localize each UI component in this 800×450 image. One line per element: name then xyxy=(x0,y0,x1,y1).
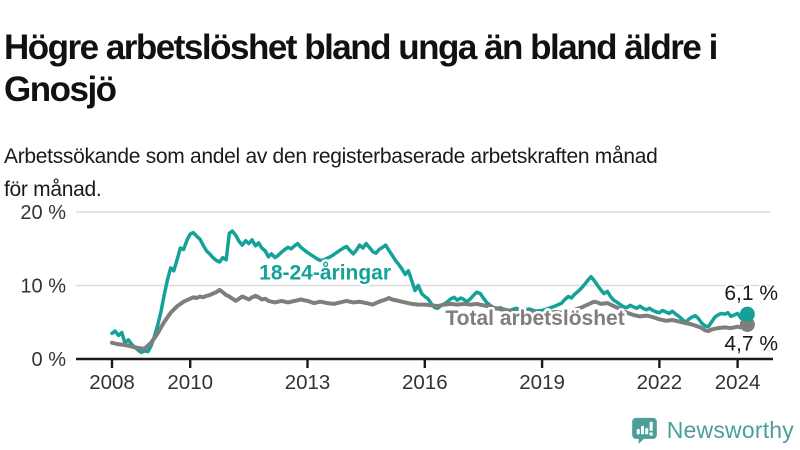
x-tick-label: 2019 xyxy=(519,371,565,394)
x-tick-label: 2022 xyxy=(637,371,683,394)
y-tick-label: 0 % xyxy=(32,349,67,371)
x-tick-label: 2024 xyxy=(715,371,761,394)
series-line-young xyxy=(110,229,750,355)
series-line-total xyxy=(110,287,750,351)
series-end-dot-young xyxy=(739,306,755,322)
newsworthy-speech-bubble-bar-chart-icon xyxy=(631,417,657,445)
series-label-total: Total arbetslöshet xyxy=(445,307,624,330)
chart-subtitle-line-2: för månad. xyxy=(4,177,102,201)
x-tick-label: 2008 xyxy=(89,371,135,394)
series-end-dot-total xyxy=(739,316,755,332)
x-tick-label: 2010 xyxy=(167,371,213,394)
x-tick-label: 2013 xyxy=(285,371,331,394)
series-label-young: 18-24-åringar xyxy=(259,261,391,284)
page-title: Högre arbetslöshet bland unga än bland ä… xyxy=(4,27,796,111)
end-value-label-total: 4,7 % xyxy=(724,332,778,355)
chart-subtitle: Arbetssökande som andel av den registerb… xyxy=(4,141,796,206)
newsworthy-brand-text: Newsworthy xyxy=(666,417,794,443)
x-tick-label: 2016 xyxy=(402,371,448,394)
page-title-line-2: Gnosjö xyxy=(4,70,117,110)
chart-subtitle-line-1: Arbetssökande som andel av den registerb… xyxy=(4,145,658,168)
page-title-line-1: Högre arbetslöshet bland unga än bland ä… xyxy=(4,28,718,68)
newsworthy-logo[interactable]: Newsworthy xyxy=(630,416,794,445)
end-value-label-young: 6,1 % xyxy=(724,282,778,305)
y-tick-label: 20 % xyxy=(20,202,66,224)
y-tick-label: 10 % xyxy=(20,276,66,298)
